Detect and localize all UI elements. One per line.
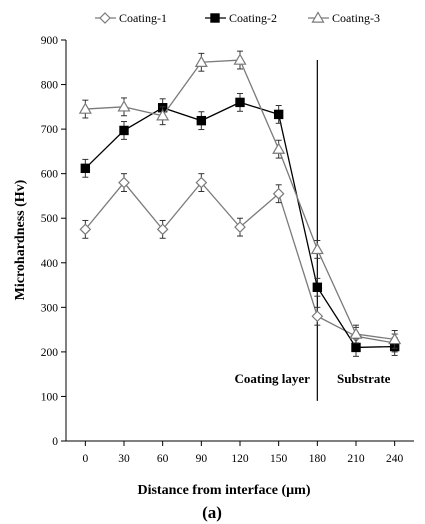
x-tick-label: 30	[118, 453, 130, 465]
x-tick-label: 150	[270, 453, 288, 465]
series-coating-3	[78, 50, 402, 349]
y-tick-label: 200	[41, 347, 59, 359]
x-axis-title: Distance from interface (µm)	[137, 483, 310, 498]
data-point	[273, 109, 284, 120]
x-tick-label: 90	[196, 453, 208, 465]
legend-marker	[99, 12, 111, 24]
data-point	[118, 176, 130, 189]
y-tick-label: 800	[41, 80, 59, 92]
legend-label: Coating-2	[229, 11, 277, 25]
ticks: 0 100 200 300 400 500 600 700 800 900 0 30 60 90 120 15…	[41, 35, 404, 465]
data-point	[233, 53, 247, 65]
y-tick-label: 500	[41, 213, 59, 225]
data-point	[80, 163, 91, 174]
data-point	[235, 97, 245, 108]
region-label: Substrate	[337, 371, 391, 386]
y-tick-label: 600	[41, 169, 59, 181]
data-point	[119, 125, 129, 136]
x-tick-label: 210	[347, 453, 365, 465]
y-tick-label: 0	[52, 436, 58, 448]
legend-label: Coating-3	[332, 11, 380, 25]
data-point	[79, 223, 92, 236]
x-tick-label: 120	[231, 453, 249, 465]
annotations: Coating layer Substrate	[234, 371, 390, 386]
data-point	[194, 55, 208, 68]
data-point	[349, 327, 363, 339]
region-label: Coating layer	[234, 371, 310, 386]
legend: Coating-1 Coating-2 Coating-3	[95, 11, 380, 25]
legend-label: Coating-1	[119, 11, 167, 25]
data-point	[351, 342, 361, 353]
y-tick-label: 300	[41, 302, 59, 314]
x-tick-label: 0	[82, 453, 88, 465]
panel-label: (a)	[202, 503, 222, 522]
data-point	[117, 100, 131, 112]
y-tick-label: 100	[41, 391, 59, 403]
data-point	[78, 102, 92, 114]
y-axis-title: Microhardness (Hv)	[13, 179, 28, 300]
y-tick-label: 400	[41, 258, 59, 270]
data-point	[311, 310, 324, 323]
data-point	[195, 176, 208, 189]
x-tick-label: 180	[309, 453, 327, 465]
data-point	[196, 115, 207, 126]
y-tick-label: 700	[41, 124, 59, 136]
data-point	[312, 282, 323, 292]
legend-marker	[311, 11, 325, 23]
legend-marker	[210, 13, 220, 23]
data-point	[388, 332, 402, 345]
data-point	[234, 221, 246, 233]
data-point	[156, 109, 170, 121]
series	[78, 50, 402, 357]
data-point	[156, 223, 169, 236]
data-point	[310, 242, 324, 255]
series-line	[84, 181, 395, 344]
x-tick-label: 60	[157, 453, 169, 465]
y-tick-label: 900	[41, 35, 59, 47]
data-point	[272, 142, 286, 154]
x-tick-label: 240	[386, 453, 404, 465]
data-point	[272, 187, 285, 200]
